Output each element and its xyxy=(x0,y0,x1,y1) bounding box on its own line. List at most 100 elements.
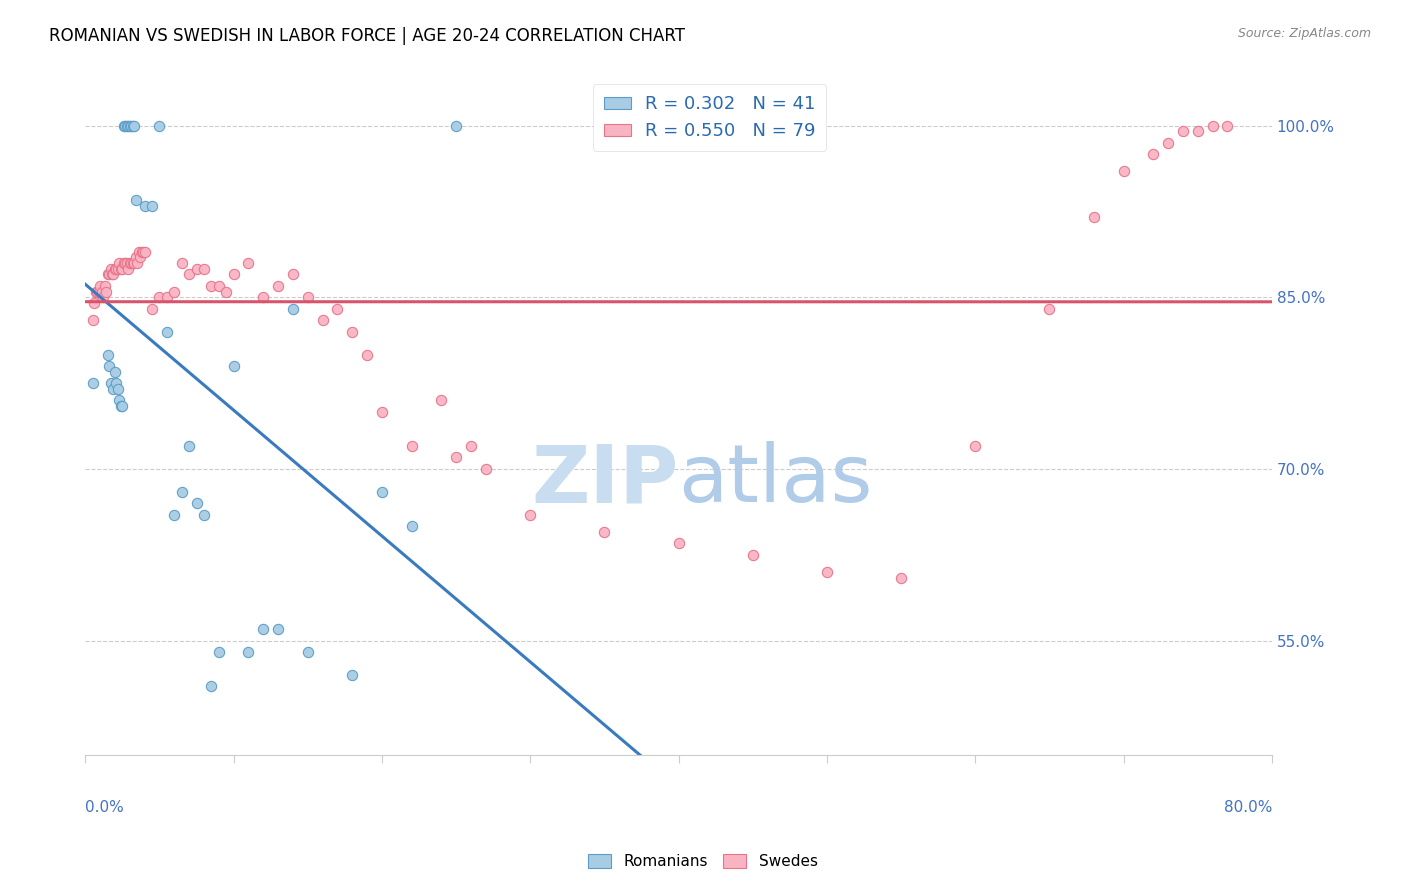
Point xyxy=(131,244,153,259)
Point xyxy=(1201,119,1223,133)
Point xyxy=(1171,124,1194,138)
Point xyxy=(101,268,124,282)
Point xyxy=(112,119,135,133)
Point xyxy=(281,301,304,316)
Text: 80.0%: 80.0% xyxy=(1223,799,1272,814)
Point xyxy=(129,250,152,264)
Point xyxy=(134,244,156,259)
Point xyxy=(118,256,141,270)
Point xyxy=(120,119,142,133)
Point xyxy=(163,285,186,299)
Point xyxy=(148,290,170,304)
Point xyxy=(1187,124,1209,138)
Point xyxy=(156,290,179,304)
Point xyxy=(475,462,498,476)
Point xyxy=(121,256,143,270)
Point xyxy=(84,285,107,299)
Point xyxy=(179,439,201,453)
Point xyxy=(326,301,349,316)
Point xyxy=(104,365,127,379)
Point xyxy=(186,261,208,276)
Point xyxy=(444,450,467,465)
Point xyxy=(105,376,128,391)
Point xyxy=(193,261,215,276)
Point xyxy=(1038,301,1060,316)
Point xyxy=(108,393,131,408)
Point xyxy=(156,325,179,339)
Point xyxy=(1083,211,1105,225)
Point xyxy=(519,508,541,522)
Point xyxy=(105,261,128,276)
Point xyxy=(111,261,134,276)
Text: atlas: atlas xyxy=(679,442,873,519)
Point xyxy=(104,261,127,276)
Point xyxy=(125,250,148,264)
Point xyxy=(121,119,143,133)
Text: Source: ZipAtlas.com: Source: ZipAtlas.com xyxy=(1237,27,1371,40)
Point xyxy=(815,565,838,579)
Point xyxy=(98,268,121,282)
Point xyxy=(297,645,319,659)
Point xyxy=(141,199,163,213)
Point xyxy=(91,290,114,304)
Point xyxy=(208,645,231,659)
Point xyxy=(132,244,155,259)
Point xyxy=(222,268,245,282)
Point xyxy=(120,256,142,270)
Point xyxy=(110,261,132,276)
Point xyxy=(82,313,104,327)
Point xyxy=(208,278,231,293)
Point xyxy=(238,645,260,659)
Point xyxy=(1216,119,1239,133)
Point xyxy=(93,278,115,293)
Point xyxy=(1157,136,1180,150)
Point xyxy=(114,119,136,133)
Text: ROMANIAN VS SWEDISH IN LABOR FORCE | AGE 20-24 CORRELATION CHART: ROMANIAN VS SWEDISH IN LABOR FORCE | AGE… xyxy=(49,27,685,45)
Point xyxy=(115,256,138,270)
Point xyxy=(114,256,136,270)
Point xyxy=(179,268,201,282)
Point xyxy=(103,382,125,396)
Point xyxy=(108,256,131,270)
Point xyxy=(110,399,132,413)
Point xyxy=(342,325,364,339)
Point xyxy=(117,119,139,133)
Text: ZIP: ZIP xyxy=(531,442,679,519)
Point xyxy=(460,439,482,453)
Legend: R = 0.302   N = 41, R = 0.550   N = 79: R = 0.302 N = 41, R = 0.550 N = 79 xyxy=(593,85,827,151)
Point xyxy=(238,256,260,270)
Point xyxy=(148,119,170,133)
Point xyxy=(134,199,156,213)
Point xyxy=(163,508,186,522)
Point xyxy=(965,439,987,453)
Point xyxy=(267,278,290,293)
Point xyxy=(170,256,193,270)
Point xyxy=(311,313,333,327)
Point xyxy=(96,347,118,361)
Point xyxy=(87,285,110,299)
Point xyxy=(200,278,222,293)
Point xyxy=(252,622,274,636)
Point xyxy=(222,359,245,373)
Point xyxy=(107,261,129,276)
Point xyxy=(1112,164,1135,178)
Point xyxy=(668,536,690,550)
Point xyxy=(82,376,104,391)
Point xyxy=(86,285,108,299)
Point xyxy=(89,278,111,293)
Text: 0.0%: 0.0% xyxy=(86,799,124,814)
Point xyxy=(111,399,134,413)
Point xyxy=(267,622,290,636)
Point xyxy=(342,668,364,682)
Point xyxy=(127,256,149,270)
Point xyxy=(94,285,117,299)
Point xyxy=(115,119,138,133)
Legend: Romanians, Swedes: Romanians, Swedes xyxy=(582,848,824,875)
Point xyxy=(186,496,208,510)
Point xyxy=(215,285,238,299)
Point xyxy=(122,256,145,270)
Point xyxy=(83,296,105,310)
Point xyxy=(112,256,135,270)
Point xyxy=(1142,147,1164,161)
Point xyxy=(100,261,122,276)
